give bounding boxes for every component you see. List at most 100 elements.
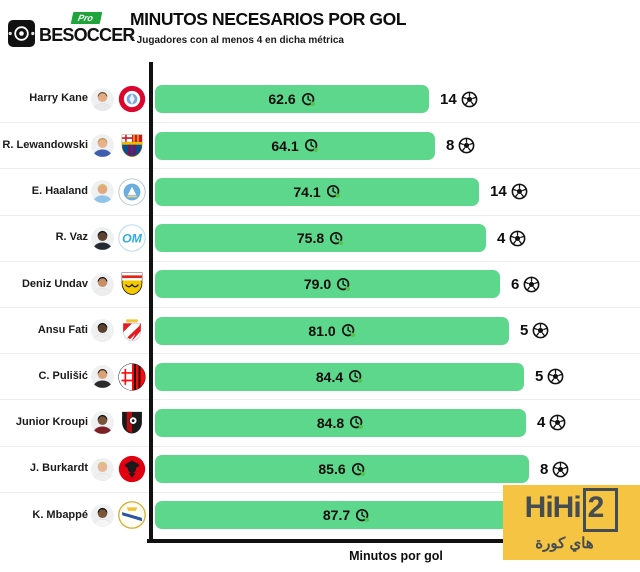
page-subtitle: * Jugadores con al menos 4 en dicha métr…	[130, 35, 344, 46]
svg-text:OM: OM	[122, 232, 143, 246]
player-avatar	[91, 272, 114, 296]
player-name: R. Lewandowski	[2, 139, 88, 151]
bar-value: 62.6	[268, 91, 296, 108]
bar-wrap: 79.0 6	[155, 270, 540, 299]
goals: 14	[490, 183, 528, 200]
soccer-ball-icon	[552, 461, 569, 478]
bar-value: 74.1	[293, 183, 321, 200]
bar-wrap: 84.8 4	[155, 408, 566, 437]
player-name: Harry Kane	[29, 92, 88, 105]
title-block: MINUTOS NECESARIOS POR GOL * Jugadores c…	[130, 9, 407, 46]
bar-value: 84.4	[315, 368, 344, 385]
bar: 81.0	[155, 316, 509, 345]
bar: 74.1	[155, 177, 479, 206]
bar: 62.6	[155, 85, 429, 114]
goals-count: 4	[497, 229, 506, 247]
barcelona-crest-icon	[118, 132, 146, 160]
player-avatar	[91, 180, 114, 204]
clock-icon	[326, 184, 341, 199]
player-avatar	[91, 319, 114, 343]
goals-count: 14	[490, 183, 507, 201]
chart-row: E. Haaland 74.1 14	[0, 168, 640, 214]
bar-wrap: 87.7	[155, 501, 538, 530]
bar: 79.0	[155, 270, 500, 299]
goals: 8	[540, 461, 569, 478]
player-name: Ansu Fati	[37, 323, 88, 336]
clock-icon	[351, 462, 366, 477]
goals-count: 6	[511, 275, 520, 293]
clock-icon	[336, 277, 351, 292]
soccer-ball-icon	[549, 414, 566, 431]
besoccer-mark-icon	[8, 20, 35, 47]
chart-row: Ansu Fati 81.0 5	[0, 306, 640, 353]
bar-wrap: 74.1 14	[155, 177, 528, 206]
goals-count: 14	[440, 90, 457, 108]
soccer-ball-icon	[511, 183, 528, 200]
chart-row: R. Vaz OM 75.8 4	[0, 214, 640, 261]
bar-value: 64.1	[271, 137, 299, 154]
player-avatar	[91, 87, 114, 111]
x-axis-label: Minutos por gol	[349, 549, 443, 563]
bar-wrap: 81.0 5	[155, 316, 549, 345]
bayern-crest-icon	[118, 85, 146, 113]
besoccer-logo: BESOCCER Pro	[8, 12, 135, 52]
chart-row: C. Pulišić 84.4 5	[0, 353, 640, 399]
player-name: Junior Kroupi	[15, 416, 88, 429]
chart-row: Deniz Undav 79.0 6	[0, 260, 640, 307]
goals: 5	[535, 368, 564, 385]
bar-wrap: 75.8 4	[155, 224, 526, 253]
goals: 5	[520, 322, 549, 339]
clock-icon	[304, 138, 319, 153]
watermark-brand-prefix: HiHi	[524, 491, 582, 524]
bar: 85.6	[155, 455, 529, 484]
clock-icon	[329, 231, 344, 246]
player-avatar	[91, 134, 114, 158]
mancity-crest-icon	[118, 178, 146, 206]
bar-value: 81.0	[308, 322, 336, 339]
player-avatar	[91, 457, 114, 481]
goals-count: 8	[540, 460, 549, 478]
monaco-crest-icon	[118, 317, 146, 345]
bar-wrap: 64.1 8	[155, 131, 475, 160]
clock-icon	[301, 92, 316, 107]
bar-value: 79.0	[303, 276, 332, 293]
bar: 75.8	[155, 224, 486, 253]
soccer-ball-icon	[523, 276, 540, 293]
goals: 6	[511, 276, 540, 293]
soccer-ball-icon	[547, 368, 564, 385]
bournemouth-crest-icon	[118, 409, 146, 437]
chart-row: Junior Kroupi 84.8 4	[0, 399, 640, 445]
clock-icon	[349, 415, 364, 430]
clock-icon	[355, 508, 370, 523]
bar-wrap: 85.6 8	[155, 455, 569, 484]
player-name: Deniz Undav	[21, 277, 88, 290]
watermark-brand: HiHi 2	[524, 488, 619, 532]
player-avatar	[91, 411, 114, 435]
goals: 8	[446, 137, 475, 154]
goals: 4	[537, 414, 566, 431]
bar-wrap: 62.6 14	[155, 85, 478, 114]
header: BESOCCER Pro MINUTOS NECESARIOS POR GOL …	[0, 0, 640, 62]
bar-value: 75.8	[296, 230, 325, 247]
bar: 84.8	[155, 408, 526, 437]
page-title: MINUTOS NECESARIOS POR GOL	[130, 9, 407, 29]
player-name: E. Haaland	[31, 185, 88, 198]
watermark-brand-boxed: 2	[582, 488, 619, 532]
goals-count: 5	[535, 368, 544, 386]
player-name: R. Vaz	[55, 231, 88, 244]
stuttgart-crest-icon	[118, 270, 146, 298]
bar-wrap: 84.4 5	[155, 362, 564, 391]
soccer-ball-icon	[461, 91, 478, 108]
y-axis-line	[149, 62, 153, 543]
player-name: C. Pulišić	[38, 369, 88, 382]
bar: 87.7	[155, 501, 538, 530]
frankfurt-crest-icon	[118, 455, 146, 483]
chart-row: Harry Kane 62.6 14	[0, 76, 640, 122]
goals: 4	[497, 230, 526, 247]
soccer-ball-icon	[509, 230, 526, 247]
player-avatar	[91, 365, 114, 389]
bar: 84.4	[155, 362, 524, 391]
player-avatar	[91, 226, 114, 250]
soccer-ball-icon	[532, 322, 549, 339]
